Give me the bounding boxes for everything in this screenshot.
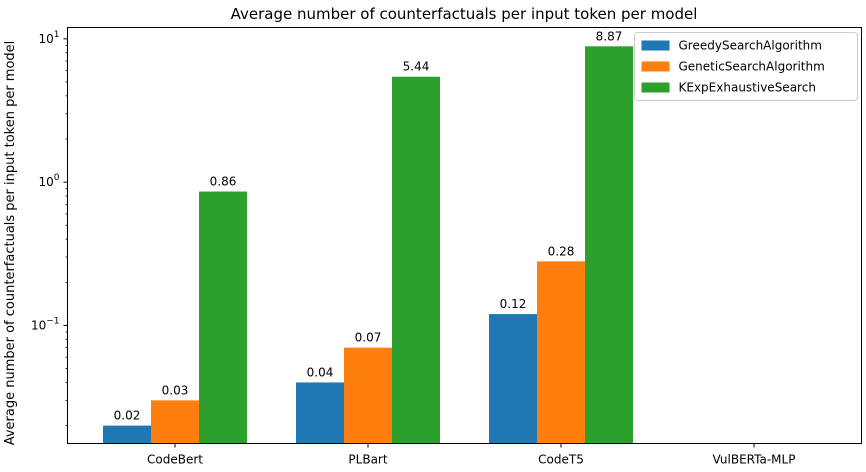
y-tick-exponent: 1 xyxy=(54,30,60,40)
y-tick-label: 10−1 xyxy=(31,316,60,332)
legend-box xyxy=(634,32,858,101)
legend-label: KExpExhaustiveSearch xyxy=(679,81,816,95)
legend-swatch xyxy=(641,61,670,72)
bar xyxy=(296,382,344,444)
y-tick-base: 10 xyxy=(31,318,46,332)
bar-value-label: 5.44 xyxy=(403,60,430,74)
bar-value-label: 0.07 xyxy=(355,331,382,345)
x-tick-label: PLBart xyxy=(348,453,387,467)
y-tick-label: 100 xyxy=(38,173,59,189)
legend-label: GeneticSearchAlgorithm xyxy=(679,60,825,74)
bar xyxy=(151,400,199,444)
legend-label: GreedySearchAlgorithm xyxy=(679,39,822,53)
bar-value-label: 8.87 xyxy=(596,29,623,43)
legend-swatch xyxy=(641,82,670,93)
y-tick-exponent: 0 xyxy=(54,173,60,183)
x-tick-label: VulBERTa-MLP xyxy=(713,453,796,467)
bar-value-label: 0.02 xyxy=(114,409,141,423)
chart-title: Average number of counterfactuals per in… xyxy=(231,5,698,23)
x-tick-label: CodeBert xyxy=(147,453,203,467)
bar xyxy=(103,425,151,444)
legend-swatch xyxy=(641,40,670,51)
bar xyxy=(344,347,392,444)
x-axis-ticks: CodeBert PLBart CodeT5 VulBERTa-MLP xyxy=(147,443,796,467)
bar-value-label: 0.28 xyxy=(548,244,575,258)
bar xyxy=(537,261,585,444)
plot-frame xyxy=(67,27,862,444)
bar xyxy=(489,314,537,444)
bar-labels-layer: 0.02 0.03 0.86 0.04 0.07 5.44 0.12 0.28 8.87 xyxy=(114,29,623,422)
legend: GreedySearchAlgorithm GeneticSearchAlgori… xyxy=(634,32,858,101)
bar-value-label: 0.86 xyxy=(210,175,237,189)
bar xyxy=(585,46,633,444)
bars-layer xyxy=(103,46,633,444)
y-tick-base: 10 xyxy=(38,32,53,46)
x-tick-label: CodeT5 xyxy=(538,453,584,467)
bar-value-label: 0.12 xyxy=(500,297,527,311)
y-tick-label: 101 xyxy=(38,30,59,46)
bar xyxy=(392,76,440,444)
bar-value-label: 0.04 xyxy=(307,365,334,379)
y-tick-exponent: −1 xyxy=(46,316,59,326)
y-tick-base: 10 xyxy=(38,175,53,189)
bar xyxy=(199,191,247,444)
y-axis-label: Average number of counterfactuals per in… xyxy=(3,41,18,446)
bar-value-label: 0.03 xyxy=(162,383,189,397)
